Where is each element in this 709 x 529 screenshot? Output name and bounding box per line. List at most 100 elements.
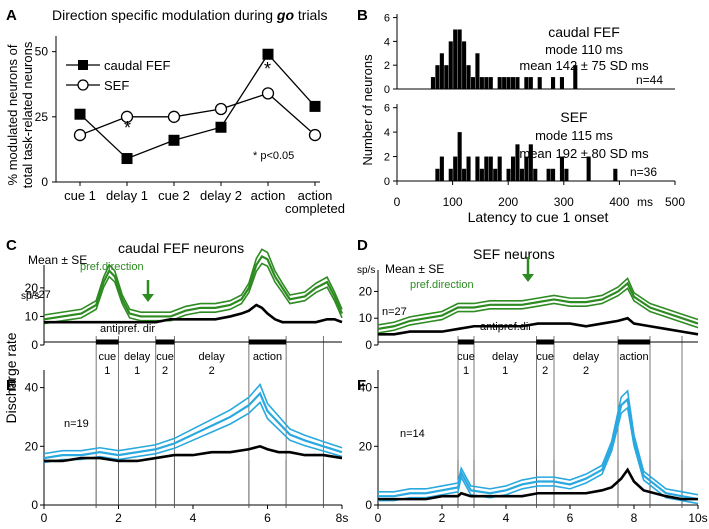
histogram-bar xyxy=(484,156,489,181)
panel-a-ytick-label: 50 xyxy=(35,45,49,59)
xtick-label: 2 xyxy=(115,511,122,525)
panel-b-top-mode: mode 110 ms xyxy=(545,42,623,57)
panel-b-top-yticks: 0 2 4 6 xyxy=(384,13,397,96)
epoch-label: 1 xyxy=(134,365,140,377)
epoch-label: 2 xyxy=(162,365,168,377)
panel-b-ytick-label: 6 xyxy=(384,13,390,25)
ytick-label: 0 xyxy=(31,338,38,352)
histogram-bar xyxy=(497,77,502,89)
panel-b-bot-title: SEF xyxy=(560,109,587,125)
histogram-bar xyxy=(448,168,453,181)
histogram-bar xyxy=(479,168,484,181)
panel-c-unit: sp/s xyxy=(21,291,39,302)
antipref-direction-trace xyxy=(378,467,698,501)
epoch-event-bar xyxy=(248,339,287,345)
pref-arrow-head xyxy=(522,274,534,282)
histogram-bar xyxy=(519,168,524,181)
histogram-bar xyxy=(448,41,453,89)
legend-label-fef: caudal FEF xyxy=(104,58,171,73)
panel-a-legend: caudal FEF SEF xyxy=(66,58,171,93)
sef-data-point xyxy=(120,110,134,123)
histogram-bar xyxy=(453,156,458,181)
ytick-label: 20 xyxy=(359,439,373,453)
panel-a-xtick-label: cue 1 xyxy=(64,188,96,203)
ytick-label: 20 xyxy=(25,281,39,295)
histogram-bar xyxy=(484,77,489,89)
panel-b-ylabel: Number of neurons xyxy=(360,54,375,166)
panel-c-mean-label: Mean ± SE xyxy=(28,253,87,267)
panel-b-ytick-label: 4 xyxy=(384,127,390,139)
histogram-bar xyxy=(435,65,440,89)
histogram-bar xyxy=(564,168,569,181)
panel-e-plot: 0 20 40 0 2 4 6 8s xyxy=(25,370,348,525)
histogram-bar xyxy=(515,77,520,89)
panel-a-xtick-label-sub: completed xyxy=(285,201,345,216)
panel-c-plot: 0 10 20 cue 1 delay 1 cue 2 delay 2 action xyxy=(25,248,344,508)
panel-b-ytick-label: 6 xyxy=(384,103,390,115)
histogram-bar xyxy=(502,77,507,89)
pref-direction-trace-mean xyxy=(377,281,699,331)
panel-a-ylabel-line2: total task-related neurons xyxy=(20,41,35,188)
pref-direction-trace-upper-se xyxy=(378,389,699,496)
panel-a-ylabel-line1: % modulated neurons of xyxy=(5,44,20,185)
epoch-event-bar xyxy=(155,339,175,345)
panel-c: C caudal FEF neurons Mean ± SE sp/s pref… xyxy=(6,237,344,508)
panel-a-xticks: cue 1 delay 1 cue 2 delay 2 action actioncomp… xyxy=(64,182,345,216)
panel-d-unit: sp/s xyxy=(357,265,375,276)
legend-square-marker xyxy=(78,60,88,70)
panel-b-xticks: 0 100 200 300 400 500 xyxy=(394,181,685,209)
histogram-bar xyxy=(506,168,511,181)
panel-b-ytick-label: 2 xyxy=(384,60,390,72)
panel-a-yticks: 0 25 50 xyxy=(35,45,56,189)
epoch-label: cue xyxy=(457,351,475,363)
epoch-label: 2 xyxy=(209,365,215,377)
panel-a-star-delay1: * xyxy=(124,118,131,138)
panel-d: D SEF neurons sp/s Mean ± SE pref.direct… xyxy=(357,237,699,508)
histogram-bar xyxy=(430,77,436,89)
panel-a-star-action: * xyxy=(264,59,271,79)
fef-data-point xyxy=(121,153,133,165)
histogram-bar xyxy=(439,53,444,89)
histogram-bar xyxy=(497,156,502,181)
sef-data-point xyxy=(261,87,275,100)
histogram-bar xyxy=(462,168,467,181)
xtick-label: 2 xyxy=(439,511,446,525)
ytick-label: 0 xyxy=(365,338,372,352)
histogram-bar xyxy=(559,156,565,181)
panel-b-ytick-label: 0 xyxy=(384,84,390,96)
pref-direction-trace-lower-se xyxy=(43,401,343,464)
panel-d-pref-label: pref.direction xyxy=(410,279,474,291)
panel-b-xlabel: Latency to cue 1 onset xyxy=(468,209,609,225)
panel-b-top-mean: mean 142 ± 75 SD ms xyxy=(519,58,649,73)
panel-b-bot-bars xyxy=(435,132,618,181)
panel-a-title-emph: go xyxy=(276,7,295,23)
panel-a-letter: A xyxy=(6,7,17,24)
epoch-label: delay xyxy=(573,351,600,363)
panel-a-xtick-label: action xyxy=(298,188,333,203)
fef-data-point xyxy=(309,100,321,112)
xtick-label: 6 xyxy=(567,511,574,525)
histogram-bar xyxy=(537,77,542,89)
fef-series-line xyxy=(79,53,316,160)
panel-a-sig-note: * p<0.05 xyxy=(253,150,294,162)
panel-d-mean-label: Mean ± SE xyxy=(385,262,444,276)
panel-a-xtick-label: cue 2 xyxy=(158,188,190,203)
histogram-bar xyxy=(551,168,556,181)
antipref-direction-trace xyxy=(378,316,699,336)
legend-label-sef: SEF xyxy=(104,78,129,93)
fef-data-point xyxy=(168,134,180,146)
sef-data-point xyxy=(167,110,181,123)
panel-b-ytick-label: 0 xyxy=(384,176,390,188)
antipref-direction-trace xyxy=(44,444,343,463)
panel-b: B Number of neurons 0 2 4 6 caudal FEF mode… xyxy=(357,7,685,225)
histogram-bar xyxy=(551,77,556,89)
histogram-bar xyxy=(533,168,538,181)
panel-d-plot: 0 10 20 cue 1 delay 1 cue 2 delay 2 action xyxy=(359,257,699,508)
xtick-label: 0 xyxy=(375,511,382,525)
panel-e: E n=19 0 20 40 0 2 4 6 8s xyxy=(6,370,348,525)
panel-b-xtick-label: 200 xyxy=(498,195,518,209)
panel-b-bot-mode: mode 115 ms xyxy=(535,128,613,143)
histogram-bar xyxy=(524,156,529,181)
epoch-label: 1 xyxy=(502,365,508,377)
panel-b-x-unit: ms xyxy=(637,195,653,209)
